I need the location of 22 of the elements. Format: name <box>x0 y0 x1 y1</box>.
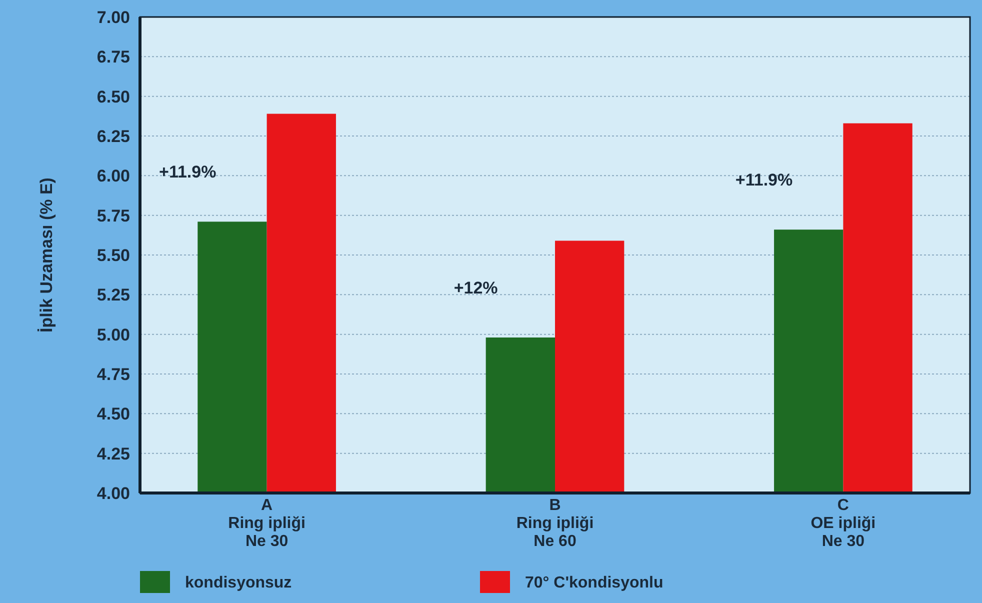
y-tick-label: 4.25 <box>96 444 130 464</box>
annotation: +12% <box>454 278 498 298</box>
y-tick-label: 6.50 <box>96 87 130 106</box>
y-axis-title: İplik Uzaması (% E) <box>37 178 56 332</box>
y-tick-label: 5.50 <box>96 246 130 265</box>
y-tick-label: 4.50 <box>96 404 130 424</box>
y-tick-label: 5.25 <box>96 286 130 305</box>
x-tick-label: A Ring ipliği Ne 30 <box>228 497 306 550</box>
x-tick-label: C OE ipliği Ne 30 <box>810 497 876 550</box>
y-tick-label: 6.75 <box>96 48 130 67</box>
y-tick-label: 4.75 <box>96 364 130 384</box>
y-tick-label: 4.00 <box>96 484 130 503</box>
y-tick-label: 7.00 <box>96 8 130 27</box>
y-tick-label: 5.75 <box>96 206 130 226</box>
y-tick-label: 6.25 <box>96 126 130 146</box>
x-tick-label: B Ring ipliği Ne 60 <box>516 497 594 550</box>
y-tick-label: 6.00 <box>96 166 130 186</box>
annotation: +11.9% <box>159 162 216 182</box>
annotation: +11.9% <box>735 170 793 190</box>
y-tick-label: 5.00 <box>96 325 130 344</box>
legend-label: kondisyonsuz <box>185 574 292 592</box>
legend-label: 70° C'kondisyonlu <box>525 574 664 592</box>
